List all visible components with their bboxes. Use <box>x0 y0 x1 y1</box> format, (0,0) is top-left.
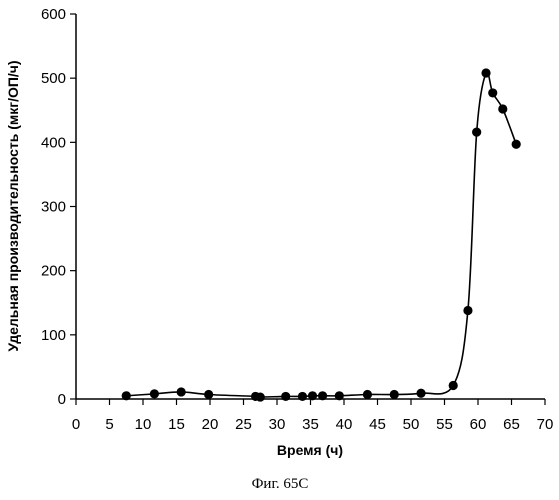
data-point <box>488 88 497 97</box>
y-tick-label: 500 <box>41 70 66 87</box>
data-point <box>512 140 521 149</box>
data-point <box>335 391 344 400</box>
x-tick-label: 35 <box>302 416 319 433</box>
y-tick-label: 200 <box>41 263 66 280</box>
data-point <box>298 392 307 401</box>
series-points <box>122 68 521 401</box>
x-tick-label: 70 <box>537 416 554 433</box>
data-point <box>177 387 186 396</box>
data-point <box>472 127 481 136</box>
x-tick-label: 40 <box>336 416 353 433</box>
y-tick-label: 100 <box>41 327 66 344</box>
data-point <box>204 390 213 399</box>
data-point <box>363 390 372 399</box>
x-tick-label: 50 <box>403 416 420 433</box>
x-tick-label: 10 <box>135 416 152 433</box>
series-curve <box>126 72 516 397</box>
y-tick-label: 0 <box>58 391 66 408</box>
x-tick-label: 60 <box>470 416 487 433</box>
data-point <box>122 391 131 400</box>
data-point <box>463 306 472 315</box>
x-tick-label: 5 <box>105 416 113 433</box>
data-point <box>416 389 425 398</box>
data-point <box>281 392 290 401</box>
x-tick-label: 15 <box>168 416 185 433</box>
y-tick-labels: 0 100 200 300 400 500 600 <box>41 6 66 408</box>
data-point <box>256 392 265 401</box>
x-tick-label: 25 <box>235 416 252 433</box>
y-tick-label: 300 <box>41 199 66 216</box>
x-tick-label: 20 <box>202 416 219 433</box>
x-tick-label: 45 <box>369 416 386 433</box>
x-tick-label: 65 <box>503 416 520 433</box>
data-point <box>150 389 159 398</box>
x-tick-label: 30 <box>269 416 286 433</box>
x-axis-title: Время (ч) <box>277 442 343 458</box>
data-point <box>390 390 399 399</box>
data-point <box>481 68 490 77</box>
y-tick-label: 600 <box>41 6 66 23</box>
y-tick-label: 400 <box>41 134 66 151</box>
figure-caption: Фиг. 65C <box>252 476 309 492</box>
data-point <box>449 381 458 390</box>
x-tick-label: 55 <box>436 416 453 433</box>
y-axis-title: Удельная производительность (мкг/ОП/ч) <box>5 60 21 351</box>
data-point <box>498 104 507 113</box>
x-tick-label: 0 <box>72 416 80 433</box>
data-point <box>308 391 317 400</box>
data-point <box>318 391 327 400</box>
x-tick-labels: 0 5 10 15 20 25 30 35 40 45 50 55 60 65 70 <box>72 416 554 433</box>
